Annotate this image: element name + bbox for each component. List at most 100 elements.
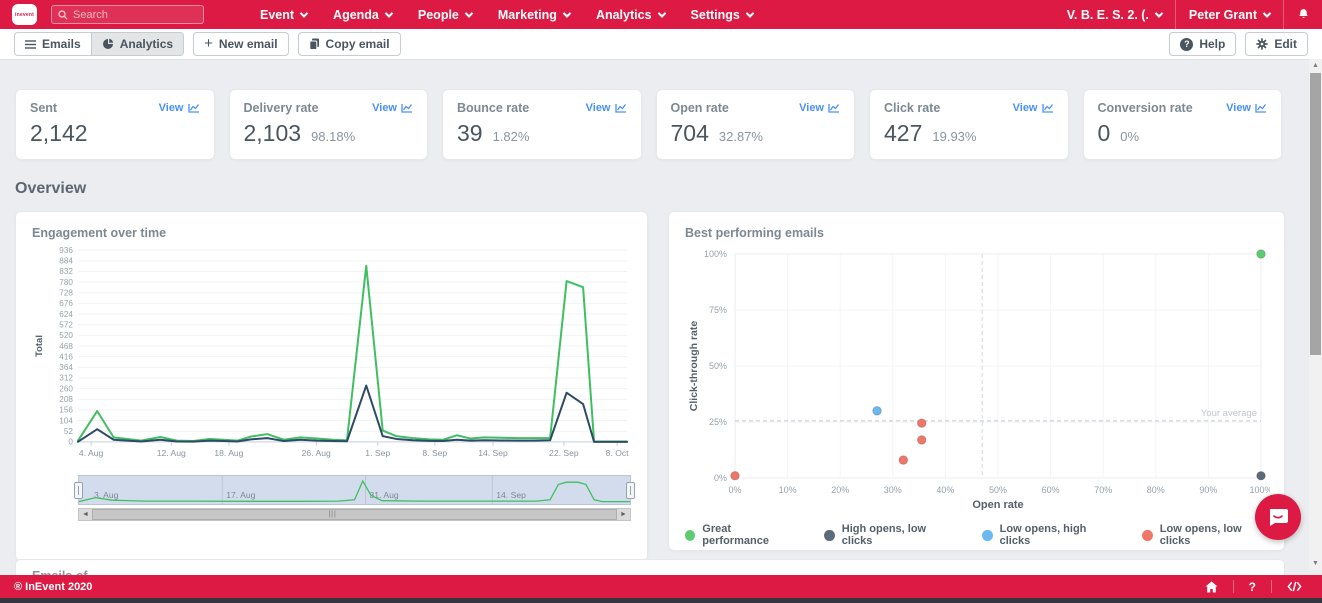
scroll-left-arrow[interactable]: ◄ xyxy=(79,511,92,518)
engagement-line-chart: 0521041562082603123644164685205726246767… xyxy=(32,240,631,464)
svg-text:Your average: Your average xyxy=(1201,408,1257,419)
stat-percentage: 32.87% xyxy=(719,129,763,144)
svg-text:30%: 30% xyxy=(884,485,902,495)
copy-email-button[interactable]: Copy email xyxy=(298,32,401,56)
svg-text:25%: 25% xyxy=(709,417,727,427)
stat-label: Click rate xyxy=(884,101,940,115)
brush-handle-left[interactable] xyxy=(74,482,83,499)
topbar-right: V. B. E. S. 2. (. Peter Grant xyxy=(1067,0,1310,29)
svg-text:8. Oct: 8. Oct xyxy=(606,448,629,458)
view-link-conversion-rate[interactable]: View xyxy=(1226,102,1267,114)
svg-text:416: 416 xyxy=(59,352,73,361)
svg-text:80%: 80% xyxy=(1147,485,1165,495)
vertical-scrollbar[interactable]: ▲ ▼ xyxy=(1309,59,1322,570)
charts-row: Engagement over time 0521041562082603123… xyxy=(15,211,1307,561)
svg-text:676: 676 xyxy=(59,299,73,308)
chevron-down-icon xyxy=(657,9,665,17)
svg-text:884: 884 xyxy=(59,257,73,266)
chevron-down-icon xyxy=(1263,9,1271,17)
chat-bubble-icon xyxy=(1266,505,1290,529)
stat-label: Conversion rate xyxy=(1098,101,1193,115)
view-label: View xyxy=(159,102,184,114)
legend-item-great-performance: Great performance xyxy=(685,523,794,547)
svg-text:832: 832 xyxy=(59,267,73,276)
home-button[interactable] xyxy=(1205,581,1218,593)
svg-text:1. Sep: 1. Sep xyxy=(365,448,390,458)
help-footer-button[interactable]: ? xyxy=(1249,580,1256,594)
view-link-delivery-rate[interactable]: View xyxy=(372,102,413,114)
svg-text:468: 468 xyxy=(59,342,73,351)
svg-text:364: 364 xyxy=(59,363,73,372)
svg-text:70%: 70% xyxy=(1094,485,1112,495)
bell-icon xyxy=(1297,8,1310,21)
svg-text:260: 260 xyxy=(59,384,73,393)
legend-item-high-opens-low-clicks: High opens, low clicks xyxy=(824,523,952,547)
stat-label: Open rate xyxy=(671,101,729,115)
chat-button[interactable] xyxy=(1255,494,1301,540)
stat-label: Delivery rate xyxy=(244,101,319,115)
svg-text:104: 104 xyxy=(59,416,73,425)
view-link-bounce-rate[interactable]: View xyxy=(586,102,627,114)
edit-button[interactable]: Edit xyxy=(1245,32,1308,56)
new-email-button[interactable]: + New email xyxy=(193,32,288,56)
footer-icons: ? xyxy=(1205,580,1302,594)
home-icon xyxy=(1205,581,1218,593)
view-link-open-rate[interactable]: View xyxy=(799,102,840,114)
nav-item-agenda[interactable]: Agenda xyxy=(333,8,392,22)
timeline-brush[interactable]: 3. Aug17. Aug31. Aug14. Sep xyxy=(78,475,631,505)
engagement-chart-title: Engagement over time xyxy=(32,226,631,240)
vertical-scroll-thumb[interactable] xyxy=(1310,73,1321,355)
scroll-down-arrow[interactable]: ▼ xyxy=(1309,557,1322,570)
notifications-button[interactable] xyxy=(1297,8,1310,21)
nav-item-settings[interactable]: Settings xyxy=(691,8,753,22)
user-menu-dropdown[interactable]: Peter Grant xyxy=(1189,8,1270,22)
developer-button[interactable] xyxy=(1287,581,1302,592)
legend-item-low-opens-low-clicks: Low opens, low clicks xyxy=(1142,523,1268,547)
chevron-down-icon xyxy=(563,9,571,17)
search-input[interactable] xyxy=(73,9,197,21)
help-button[interactable]: ? Help xyxy=(1169,32,1236,56)
horizontal-scroll-thumb[interactable]: ||| xyxy=(92,509,617,520)
nav-label: Event xyxy=(260,8,294,22)
view-label: View xyxy=(1226,102,1251,114)
svg-text:572: 572 xyxy=(59,321,73,330)
inevent-logo[interactable]: inevent xyxy=(12,4,37,25)
horizontal-scrollbar[interactable]: ◄ ||| ► xyxy=(78,508,631,521)
view-label: View xyxy=(586,102,611,114)
nav-item-people[interactable]: People xyxy=(418,8,472,22)
nav-item-analytics[interactable]: Analytics xyxy=(596,8,665,22)
view-switch-group: Emails Analytics xyxy=(14,32,184,56)
svg-text:Click-through rate: Click-through rate xyxy=(688,321,700,412)
svg-text:520: 520 xyxy=(59,331,73,340)
help-icon: ? xyxy=(1180,38,1193,51)
brush-handle-right[interactable] xyxy=(626,482,635,499)
svg-text:100%: 100% xyxy=(704,249,727,259)
svg-text:8. Sep: 8. Sep xyxy=(422,448,447,458)
chart-line-icon xyxy=(828,103,840,113)
tab-emails[interactable]: Emails xyxy=(14,32,92,56)
tab-analytics[interactable]: Analytics xyxy=(92,32,184,56)
page-toolbar: Emails Analytics + New email Copy email … xyxy=(0,29,1322,60)
nav-item-event[interactable]: Event xyxy=(260,8,307,22)
svg-text:18. Aug: 18. Aug xyxy=(214,448,243,458)
divider xyxy=(1175,0,1176,29)
gear-icon xyxy=(1256,38,1268,50)
svg-text:14. Sep: 14. Sep xyxy=(478,448,508,458)
stat-card-click-rate: Click rateView42719.93% xyxy=(869,89,1069,160)
legend-label: High opens, low clicks xyxy=(842,523,953,547)
best-performing-chart-card: Best performing emails 0%10%20%30%40%50%… xyxy=(668,211,1285,551)
legend-label: Low opens, low clicks xyxy=(1160,523,1268,547)
divider xyxy=(1271,580,1272,593)
view-link-sent[interactable]: View xyxy=(159,102,200,114)
global-search[interactable] xyxy=(51,5,204,24)
view-link-click-rate[interactable]: View xyxy=(1013,102,1054,114)
scroll-up-arrow[interactable]: ▲ xyxy=(1309,59,1322,72)
scroll-right-arrow[interactable]: ► xyxy=(617,511,630,518)
nav-item-marketing[interactable]: Marketing xyxy=(498,8,570,22)
chevron-down-icon xyxy=(1155,9,1163,17)
search-icon xyxy=(58,10,68,20)
event-selector-dropdown[interactable]: V. B. E. S. 2. (. xyxy=(1067,8,1162,22)
bottom-strip xyxy=(0,598,1322,603)
chart-line-icon xyxy=(1042,103,1054,113)
nav-label: Marketing xyxy=(498,8,557,22)
